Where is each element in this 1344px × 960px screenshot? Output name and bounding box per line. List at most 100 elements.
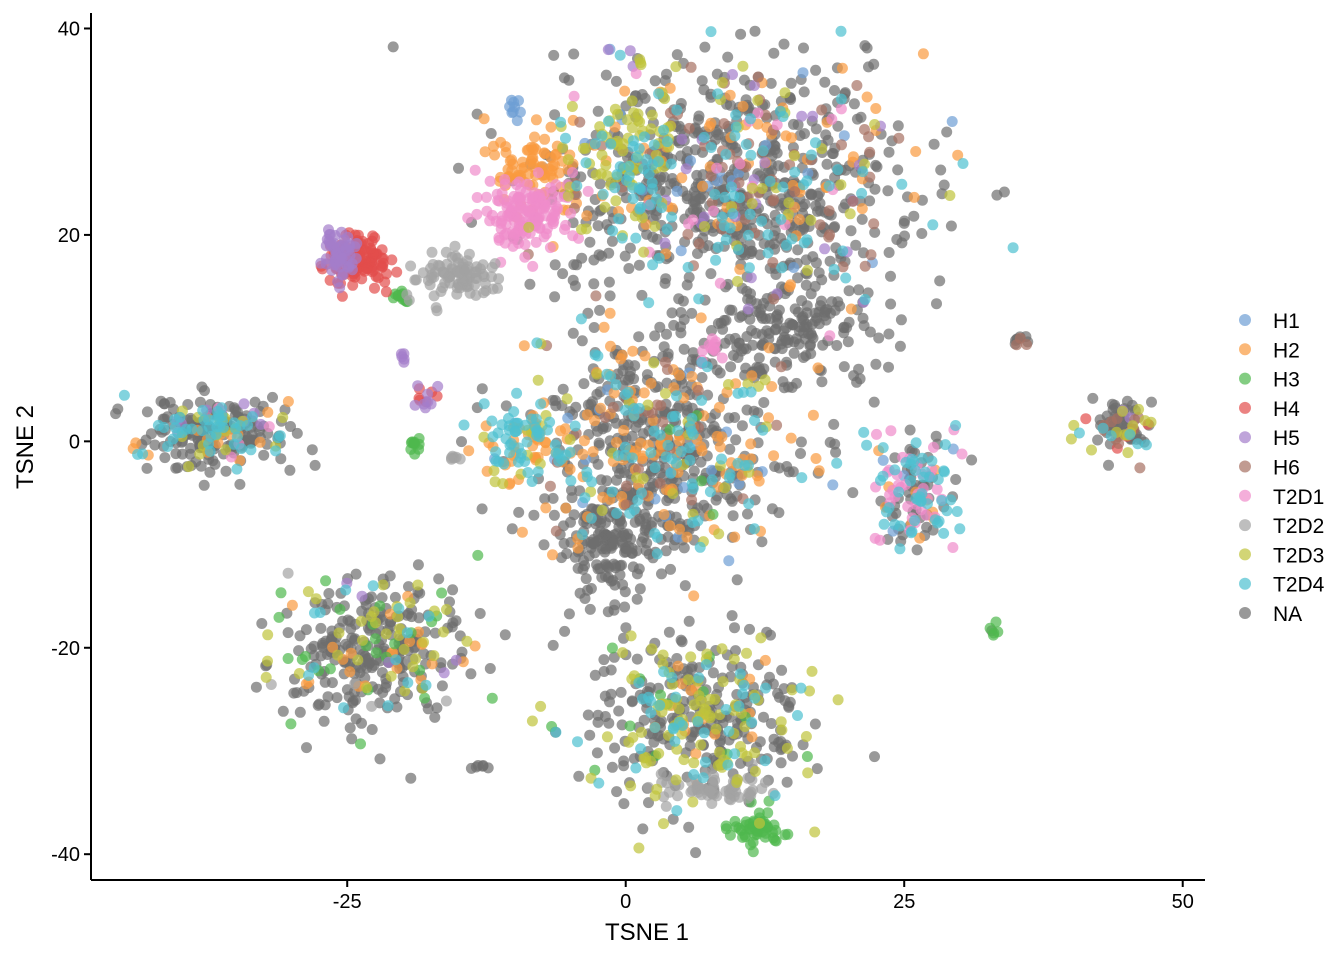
scatter-point-t2d4 — [694, 541, 706, 553]
scatter-point-h2 — [686, 371, 698, 382]
scatter-point-t2d4 — [759, 755, 771, 767]
scatter-point-t2d3 — [418, 636, 429, 648]
scatter-point-t2d4 — [724, 469, 736, 480]
scatter-point-t2d4 — [575, 313, 587, 325]
scatter-point-t2d4 — [719, 191, 731, 203]
scatter-point-na — [149, 439, 161, 451]
scatter-point-na — [141, 406, 153, 418]
scatter-point-h6 — [823, 205, 835, 217]
scatter-point-na — [601, 475, 613, 487]
scatter-point-na — [699, 41, 711, 53]
scatter-point-na — [366, 724, 378, 735]
scatter-point-t2d3 — [385, 670, 397, 682]
scatter-point-na — [250, 681, 262, 693]
scatter-point-na — [803, 328, 815, 340]
scatter-point-t2d3 — [428, 650, 440, 662]
scatter-point-na — [816, 376, 828, 388]
scatter-point-t2d3 — [731, 777, 743, 788]
scatter-point-na — [711, 153, 723, 165]
scatter-point-t2d3 — [781, 742, 793, 754]
scatter-point-t2d4 — [795, 682, 807, 694]
scatter-point-t2d4 — [1073, 427, 1085, 439]
scatter-point-t2d4 — [945, 494, 957, 506]
scatter-point-h6 — [851, 80, 863, 91]
scatter-point-h5 — [680, 163, 692, 175]
scatter-point-t2d3 — [352, 654, 364, 666]
scatter-point-na — [345, 623, 357, 635]
scatter-point-na — [294, 706, 306, 718]
scatter-point-na — [618, 760, 630, 772]
scatter-point-t2d4 — [776, 262, 788, 274]
scatter-point-h2 — [813, 465, 825, 477]
scatter-point-na — [666, 307, 678, 319]
scatter-point-t2d4 — [382, 700, 394, 712]
scatter-point-na — [675, 327, 687, 339]
scatter-point-na — [637, 532, 649, 543]
scatter-point-h1 — [511, 115, 523, 127]
scatter-point-na — [374, 753, 386, 765]
scatter-point-h2 — [578, 435, 590, 447]
scatter-point-h6 — [651, 399, 663, 411]
scatter-point-na — [431, 702, 443, 714]
scatter-point-h2 — [529, 131, 540, 143]
scatter-point-t2d3 — [478, 431, 490, 443]
scatter-point-na — [830, 446, 842, 458]
scatter-point-t2d4 — [242, 419, 254, 431]
scatter-point-t2d4 — [861, 439, 873, 451]
scatter-point-na — [726, 610, 738, 622]
scatter-point-na — [605, 688, 617, 700]
scatter-point-h5 — [819, 243, 831, 255]
scatter-point-t2d4 — [636, 487, 648, 499]
scatter-point-na — [485, 128, 497, 139]
scatter-point-h3 — [606, 642, 618, 654]
scatter-point-t2d4 — [532, 466, 544, 478]
scatter-point-h6 — [1113, 438, 1125, 449]
scatter-point-h6 — [682, 228, 694, 240]
scatter-point-na — [611, 786, 623, 798]
scatter-point-t2d2 — [426, 246, 438, 258]
scatter-point-t2d4 — [760, 682, 771, 694]
scatter-point-t2d4 — [828, 263, 840, 275]
scatter-point-na — [698, 84, 710, 96]
scatter-point-na — [676, 636, 688, 648]
scatter-point-h3 — [369, 633, 381, 645]
scatter-point-na — [414, 587, 426, 599]
scatter-point-t2d4 — [511, 387, 523, 399]
scatter-point-na — [513, 506, 525, 518]
scatter-point-t2d4 — [658, 124, 670, 136]
scatter-point-h3 — [320, 575, 332, 587]
scatter-point-t2d4 — [687, 483, 699, 495]
scatter-point-t2d4 — [693, 293, 705, 305]
scatter-point-t2d4 — [560, 132, 571, 144]
scatter-point-t2d4 — [726, 181, 737, 193]
scatter-point-t2d4 — [486, 415, 498, 427]
scatter-point-t2d4 — [605, 138, 617, 150]
scatter-point-t2d3 — [526, 715, 538, 727]
scatter-point-h3 — [408, 436, 420, 448]
scatter-point-t2d4 — [152, 419, 164, 431]
scatter-point-na — [282, 627, 294, 639]
scatter-point-t2d4 — [651, 548, 663, 560]
scatter-point-na — [568, 48, 580, 60]
scatter-point-h1 — [723, 555, 735, 567]
scatter-point-t2d2 — [470, 289, 482, 301]
scatter-point-t2d4 — [231, 463, 243, 475]
scatter-point-t2d4 — [700, 659, 712, 671]
scatter-point-h5 — [356, 590, 368, 602]
scatter-point-t2d4 — [245, 444, 257, 456]
scatter-point-t2d4 — [698, 727, 710, 739]
scatter-point-na — [557, 268, 569, 280]
legend-key-h6 — [1239, 460, 1251, 473]
legend-key-t2d4 — [1239, 577, 1251, 590]
scatter-point-na — [308, 650, 320, 662]
scatter-point-t2d4 — [1007, 242, 1019, 254]
scatter-point-na — [788, 347, 800, 359]
scatter-point-t2d2 — [655, 768, 667, 780]
scatter-point-h2 — [734, 263, 746, 275]
scatter-point-h2 — [549, 149, 561, 161]
scatter-point-t2d4 — [671, 104, 683, 116]
scatter-point-t2d4 — [621, 174, 632, 186]
scatter-point-t2d3 — [636, 212, 648, 224]
scatter-point-na — [313, 698, 325, 710]
scatter-point-na — [788, 336, 800, 348]
